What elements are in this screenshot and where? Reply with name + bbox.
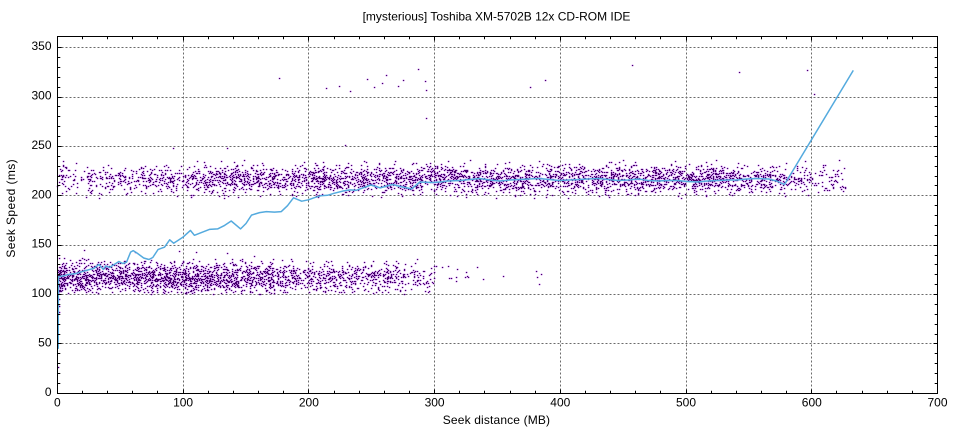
svg-text:Seek distance (MB): Seek distance (MB) <box>443 413 550 427</box>
svg-text:0: 0 <box>54 396 61 410</box>
svg-text:500: 500 <box>676 396 696 410</box>
svg-text:100: 100 <box>173 396 193 410</box>
svg-text:100: 100 <box>31 286 51 300</box>
svg-text:Seek Speed (ms): Seek Speed (ms) <box>4 159 18 258</box>
svg-text:0: 0 <box>45 385 52 399</box>
svg-text:200: 200 <box>31 187 51 201</box>
svg-text:600: 600 <box>802 396 822 410</box>
svg-text:250: 250 <box>31 138 51 152</box>
svg-text:200: 200 <box>299 396 319 410</box>
svg-text:700: 700 <box>927 396 947 410</box>
svg-text:300: 300 <box>31 89 51 103</box>
svg-text:350: 350 <box>31 39 51 53</box>
svg-text:150: 150 <box>31 237 51 251</box>
svg-text:300: 300 <box>425 396 445 410</box>
svg-text:50: 50 <box>38 335 52 349</box>
svg-text:400: 400 <box>550 396 570 410</box>
svg-text:[mysterious] Toshiba XM-5702B: [mysterious] Toshiba XM-5702B 12x CD-ROM… <box>363 10 631 24</box>
